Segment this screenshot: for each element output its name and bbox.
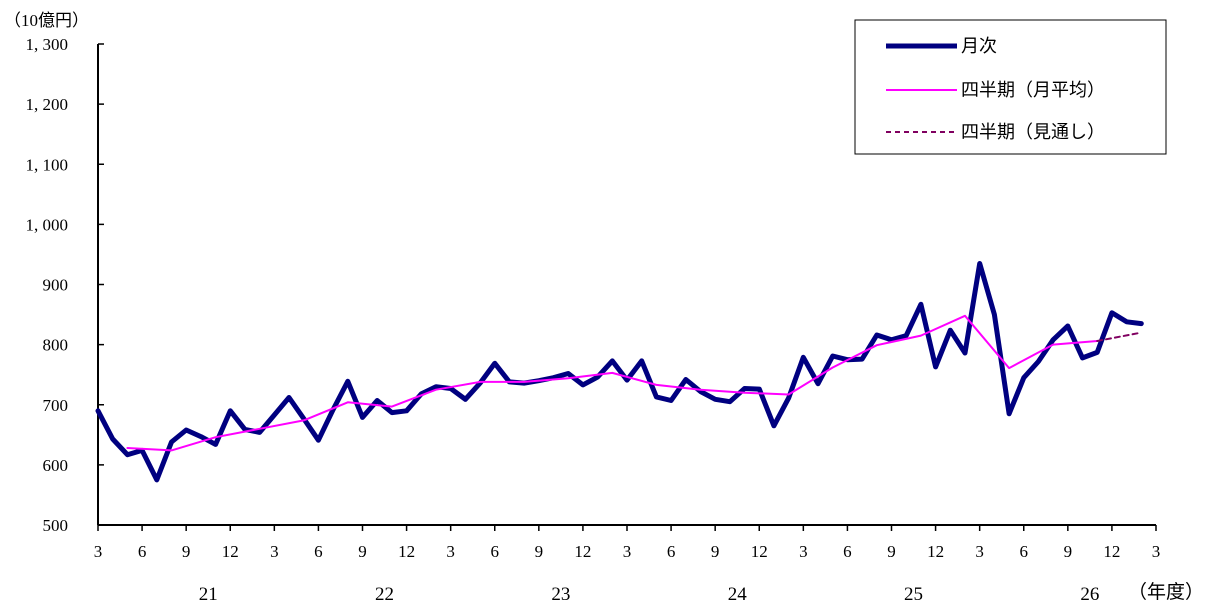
- x-tick-label: 12: [398, 542, 415, 561]
- x-tick-label: 6: [138, 542, 147, 561]
- series-line-1: [95, 261, 1144, 483]
- y-axis-unit-label: （10億円）: [4, 11, 89, 30]
- x-tick-label: 6: [667, 542, 676, 561]
- series-line-3: [1096, 331, 1143, 342]
- x-tick-label: 6: [843, 542, 852, 561]
- x-tick-label: 3: [975, 542, 984, 561]
- x-tick-label: 3: [446, 542, 455, 561]
- y-tick-label: 600: [43, 456, 69, 475]
- y-tick-label: 1, 000: [26, 215, 69, 234]
- x-tick-label: 9: [358, 542, 367, 561]
- plot-area: 500 600 700 800 900 1, 000 1, 100 1, 200 1, 300 3…: [26, 35, 1161, 605]
- x-tick-label: 3: [1152, 542, 1161, 561]
- x-tick-label: 12: [1103, 542, 1120, 561]
- x-year-label: 22: [375, 584, 394, 605]
- y-tick-label: 900: [43, 276, 69, 295]
- x-year-label: 26: [1080, 584, 1099, 605]
- x-tick-label: 12: [222, 542, 239, 561]
- x-year-label: 25: [904, 584, 923, 605]
- x-year-label: 23: [551, 584, 570, 605]
- x-tick-label: 9: [535, 542, 544, 561]
- x-tick-label: 3: [94, 542, 103, 561]
- x-year-label: 21: [199, 584, 218, 605]
- x-tick-label: 3: [799, 542, 808, 561]
- y-tick-label: 800: [43, 336, 69, 355]
- legend-label-2: 四半期（月平均）: [961, 80, 1105, 100]
- y-tick-label: 700: [43, 396, 69, 415]
- x-tick-label: 3: [270, 542, 279, 561]
- legend-label-1: 月次: [961, 36, 997, 56]
- x-tick-label: 12: [751, 542, 768, 561]
- x-tick-label: 6: [1020, 542, 1029, 561]
- y-tick-label: 1, 100: [26, 155, 69, 174]
- x-tick-label: 9: [182, 542, 191, 561]
- x-tick-label: 6: [491, 542, 500, 561]
- x-tick-label: 3: [623, 542, 632, 561]
- series-line-2: [126, 314, 1099, 452]
- x-tick-label: 6: [314, 542, 323, 561]
- x-year-label: 24: [728, 584, 748, 605]
- y-tick-label: 1, 300: [26, 35, 69, 54]
- x-axis-unit-label: （年度）: [1128, 581, 1204, 603]
- x-tick-label: 12: [927, 542, 944, 561]
- legend-label-3: 四半期（見通し）: [961, 122, 1105, 142]
- y-tick-label: 500: [43, 516, 69, 535]
- x-tick-label: 9: [887, 542, 896, 561]
- x-tick-label: 9: [1064, 542, 1073, 561]
- x-tick-label: 9: [711, 542, 720, 561]
- y-tick-label: 1, 200: [26, 95, 69, 114]
- x-tick-label: 12: [574, 542, 591, 561]
